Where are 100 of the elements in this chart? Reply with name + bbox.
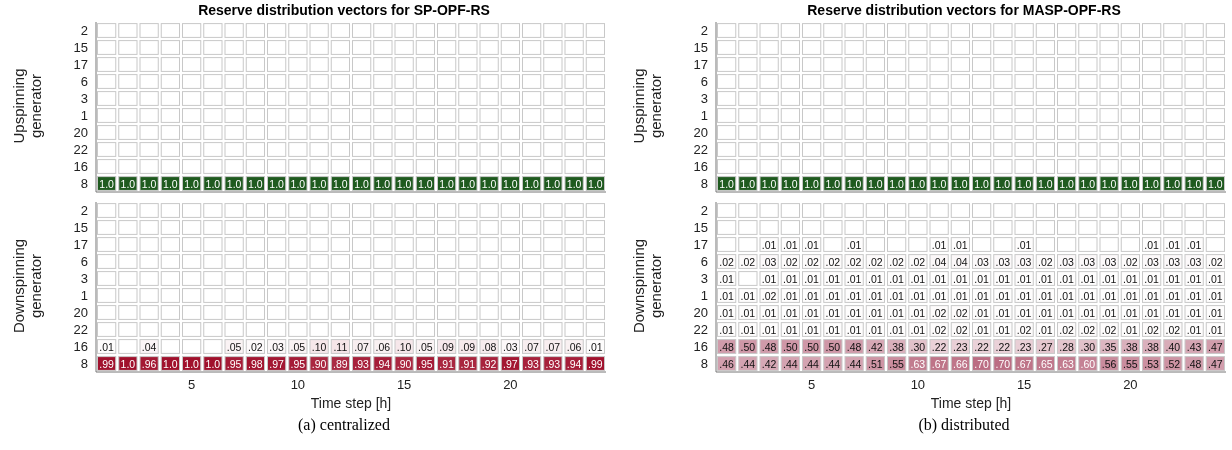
data-label: .03 <box>1144 255 1160 268</box>
y-tick-label: 2 <box>700 203 708 219</box>
data-label: 1.0 <box>1080 177 1096 190</box>
data-label: .47 <box>1208 357 1223 370</box>
y-tick-label: 6 <box>700 74 708 90</box>
data-label: .35 <box>1101 340 1117 353</box>
data-label: .38 <box>1144 340 1160 353</box>
y-tick-label: 8 <box>80 176 88 192</box>
data-label: .01 <box>1186 272 1202 285</box>
x-tick-label: 15 <box>396 377 412 393</box>
data-label: 1.0 <box>1101 177 1117 190</box>
data-label: 1.0 <box>953 177 968 190</box>
data-label: .01 <box>719 306 735 319</box>
data-label: .38 <box>1123 340 1138 353</box>
y-tick-label: 20 <box>73 305 88 321</box>
x-tick-label: 15 <box>1016 377 1032 393</box>
data-label: .07 <box>524 340 540 353</box>
data-label: .50 <box>783 340 798 353</box>
y-tick-label: 16 <box>693 159 708 175</box>
data-label: .01 <box>1038 272 1053 285</box>
data-label: 1.0 <box>418 177 433 190</box>
x-tick-label: 5 <box>808 377 816 393</box>
data-label: .07 <box>545 340 561 353</box>
data-label: .01 <box>995 323 1011 336</box>
data-label: .02 <box>1059 323 1075 336</box>
y-tick-label: 3 <box>700 271 708 287</box>
data-label: .01 <box>846 272 862 285</box>
data-label: .10 <box>396 340 412 353</box>
data-label: .03 <box>761 255 777 268</box>
data-label: .01 <box>1080 289 1096 302</box>
data-label: .01 <box>761 323 777 336</box>
y-tick-label: 20 <box>73 125 88 141</box>
data-label: .55 <box>1123 357 1138 370</box>
data-label: .01 <box>1080 306 1096 319</box>
y-tick-label: 1 <box>700 108 708 124</box>
data-label: .28 <box>1059 340 1075 353</box>
data-label: .01 <box>868 323 883 336</box>
data-label: .01 <box>931 272 947 285</box>
data-label: 1.0 <box>804 177 820 190</box>
data-label: .02 <box>1080 323 1096 336</box>
data-label: .01 <box>953 272 968 285</box>
data-label: 1.0 <box>889 177 905 190</box>
data-label: .65 <box>1038 357 1053 370</box>
data-label: .03 <box>995 255 1011 268</box>
data-label: 1.0 <box>184 357 200 370</box>
data-label: .01 <box>1016 238 1032 251</box>
data-label: 1.0 <box>120 177 136 190</box>
data-label: .02 <box>1016 323 1032 336</box>
data-label: 1.0 <box>868 177 883 190</box>
data-label: 1.0 <box>396 177 412 190</box>
x-axis-title: Time step [h] <box>309 394 393 412</box>
data-label: 1.0 <box>974 177 990 190</box>
data-label: .01 <box>804 289 820 302</box>
data-label: .05 <box>418 340 433 353</box>
data-label: .08 <box>481 340 497 353</box>
y-tick-label: 17 <box>73 57 88 73</box>
y-tick-label: 6 <box>80 74 88 90</box>
data-label: .01 <box>761 238 777 251</box>
data-label: .01 <box>825 272 841 285</box>
data-label: .67 <box>931 357 947 370</box>
data-label: .01 <box>825 323 841 336</box>
y-tick-label: 22 <box>693 142 708 158</box>
data-label: .03 <box>503 340 518 353</box>
data-label: .01 <box>931 238 947 251</box>
data-label: .01 <box>1186 306 1202 319</box>
y-tick-label: 15 <box>73 220 88 236</box>
data-label: .70 <box>974 357 990 370</box>
data-label: .01 <box>783 238 798 251</box>
data-label: .01 <box>1144 238 1160 251</box>
data-label: .52 <box>1165 357 1181 370</box>
data-label: 1.0 <box>761 177 777 190</box>
data-label: 1.0 <box>120 357 136 370</box>
data-label: .05 <box>226 340 242 353</box>
y-tick-label: 22 <box>693 322 708 338</box>
data-label: .01 <box>1059 306 1075 319</box>
data-label: .95 <box>418 357 433 370</box>
data-label: .02 <box>953 306 968 319</box>
data-label: .02 <box>804 255 820 268</box>
x-tick-label: 10 <box>910 377 926 393</box>
data-label: 1.0 <box>184 177 200 190</box>
text: (b) distributed <box>917 416 1011 434</box>
data-label: 1.0 <box>141 177 157 190</box>
data-label: .56 <box>1101 357 1117 370</box>
y-tick-label: 20 <box>693 305 708 321</box>
data-label: 1.0 <box>545 177 561 190</box>
data-label: .09 <box>460 340 476 353</box>
data-label: .01 <box>783 323 798 336</box>
data-label: .01 <box>825 306 841 319</box>
y-tick-label: 3 <box>80 271 88 287</box>
data-label: .01 <box>995 306 1011 319</box>
y-tick-label: 15 <box>693 40 708 56</box>
y-tick-label: 8 <box>700 176 708 192</box>
data-label: .01 <box>1123 272 1138 285</box>
data-label: .22 <box>931 340 947 353</box>
data-label: .01 <box>1186 238 1202 251</box>
data-label: .01 <box>889 272 905 285</box>
data-label: .90 <box>311 357 327 370</box>
data-label: 1.0 <box>1016 177 1032 190</box>
data-label: .01 <box>783 272 798 285</box>
data-label: 1.0 <box>783 177 798 190</box>
